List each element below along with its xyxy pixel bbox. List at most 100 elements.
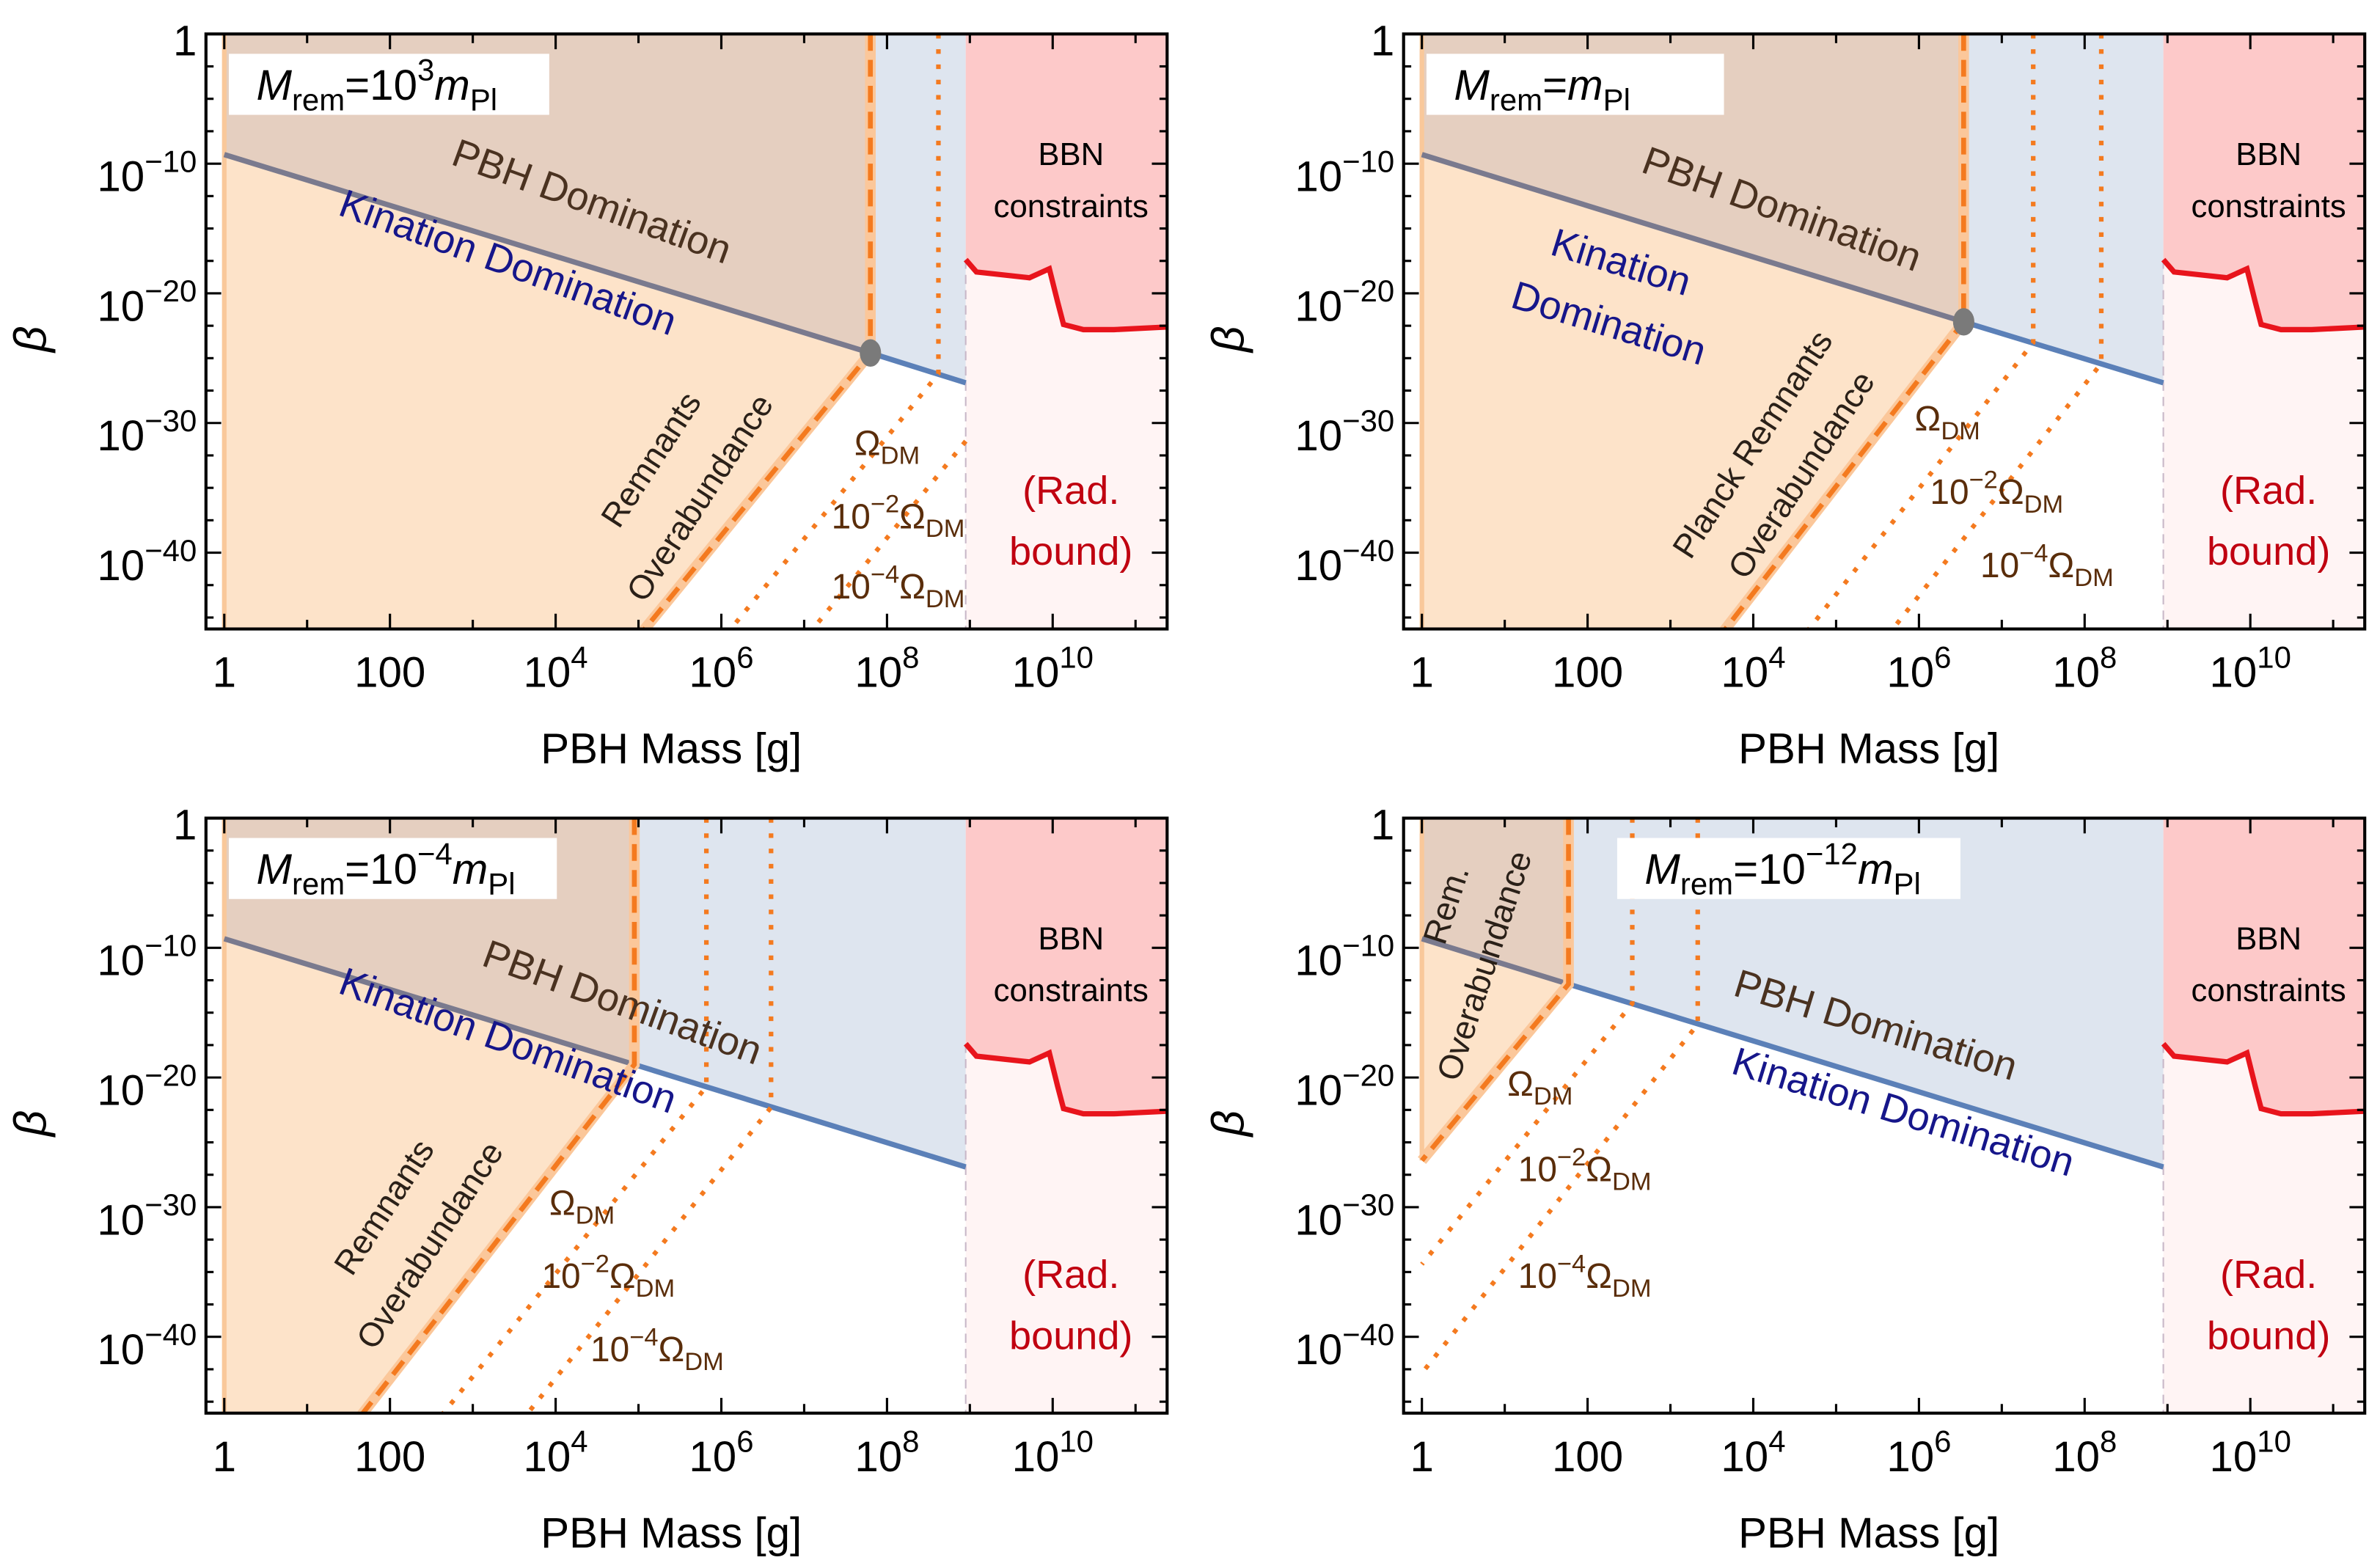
y-tick-label: 1: [173, 802, 197, 849]
remnant-mass-label-part: m: [434, 62, 470, 109]
y-tick-label: 1: [173, 17, 197, 65]
y-tick-label-part: 10: [1295, 1067, 1342, 1115]
y-tick-label-part: 10: [1295, 937, 1342, 985]
remnant-mass-label-part: Pl: [488, 867, 515, 901]
dm-fraction-label: 10−4ΩDM: [590, 1323, 724, 1375]
dm-fraction-label-part: −2: [1557, 1143, 1586, 1171]
dm-fraction-label-part: 10: [832, 568, 871, 607]
kination-boundary-line: [633, 1061, 967, 1170]
dm-fraction-label: 10−4ΩDM: [1518, 1250, 1652, 1303]
x-tick-label: 1: [213, 649, 236, 697]
rad-bound-label: (Rad.: [2220, 469, 2317, 513]
y-tick-label-part: 10: [1295, 412, 1342, 460]
dm-fraction-label-part: DM: [1612, 1168, 1652, 1196]
dm-fraction-label-part: Ω: [658, 1330, 684, 1369]
y-tick-label-part: −10: [1342, 929, 1394, 963]
x-tick-label-part: 10: [524, 1433, 571, 1481]
radiation-bound-region: [965, 1044, 1168, 1413]
y-axis-label: β: [1203, 326, 1253, 354]
bbn-label: BBN: [2236, 920, 2302, 956]
x-tick-label: 108: [854, 640, 919, 696]
y-tick-label-part: 10: [97, 1196, 144, 1244]
y-axis-label: β: [5, 326, 56, 354]
bbn-excluded-region: [965, 34, 1168, 330]
x-tick-label: 1010: [1012, 1424, 1094, 1481]
y-tick-label-part: 10: [1295, 1326, 1342, 1374]
y-tick-label-part: 10: [1295, 542, 1342, 590]
dm-fraction-label-part: Ω: [1586, 1257, 1612, 1296]
rad-bound-label: bound): [1009, 1314, 1132, 1358]
y-tick-label-part: 1: [1371, 17, 1394, 65]
x-tick-label: 104: [524, 640, 588, 696]
x-tick-label-part: 10: [2257, 1424, 2291, 1459]
x-tick-label: 104: [524, 1424, 588, 1481]
x-tick-label-part: 10: [1059, 640, 1094, 674]
x-tick-label-part: 8: [902, 640, 919, 674]
dm-fraction-label-part: DM: [1941, 417, 1980, 445]
y-tick-label: 10−10: [1295, 929, 1394, 985]
dm-fraction-label-part: Ω: [609, 1257, 636, 1296]
remnant-mass-label-part: =: [1542, 62, 1567, 109]
y-tick-label-part: 10: [97, 542, 144, 590]
remnant-mass-label-part: M: [1644, 846, 1680, 893]
x-tick-label-part: 10: [1012, 649, 1060, 697]
remnant-mass-label-part: −4: [417, 837, 453, 871]
dm-fraction-label-part: −2: [581, 1250, 609, 1278]
y-axis-label: β: [5, 1110, 56, 1138]
pbh-domination-allowed-region: [634, 818, 966, 1168]
x-tick-label-part: 6: [736, 1424, 753, 1459]
rad-bound-label: bound): [1009, 530, 1132, 574]
y-tick-label-part: −30: [144, 1187, 197, 1222]
remnant-mass-label-part: =10: [1733, 846, 1806, 893]
dm-fraction-label-part: −2: [1969, 466, 1998, 494]
x-tick-label-part: 10: [1886, 649, 1934, 697]
dm-fraction-label-part: Ω: [899, 568, 926, 607]
x-tick-label: 1: [213, 1433, 236, 1481]
x-tick-label-part: 10: [2052, 1433, 2100, 1481]
dm-fraction-label-part: Ω: [899, 497, 926, 536]
pbh-domination-allowed-region: [870, 34, 966, 383]
remnant-mass-label: Mrem=10−12mPl: [1644, 837, 1920, 901]
pbh-domination-region: [1421, 818, 1569, 984]
x-tick-label: 1010: [2209, 640, 2291, 696]
dm-fraction-label-part: DM: [926, 515, 965, 543]
mass-label-box: [1616, 838, 1960, 899]
y-tick-label-part: −20: [144, 274, 197, 308]
x-tick-label: 106: [1886, 1424, 1951, 1481]
bbn-constraint-curve: [2161, 257, 2365, 333]
y-tick-label-part: −20: [1342, 274, 1394, 308]
radiation-bound-region: [2163, 1044, 2365, 1413]
dm-fraction-label-part: DM: [881, 442, 920, 469]
remnant-mass-label-part: rem: [292, 867, 345, 901]
x-tick-label-part: 100: [1552, 649, 1623, 697]
dm-fraction-label: ΩDM: [1915, 400, 1980, 445]
x-tick-label: 1010: [1012, 640, 1094, 696]
plot-frame: [204, 816, 1169, 1415]
x-tick-label-part: 10: [1059, 1424, 1094, 1459]
y-tick-label-part: 1: [173, 17, 197, 65]
dm-fraction-label-part: −4: [2019, 539, 2048, 567]
dm-fraction-label-part: DM: [684, 1348, 724, 1376]
y-tick-label-part: 10: [1295, 1196, 1342, 1244]
kination-boundary-line: [223, 152, 871, 356]
dm-fraction-label: 10−4ΩDM: [1980, 539, 2114, 591]
bbn-constraints-label: constraints: [994, 188, 1149, 224]
y-tick-label: 10−40: [97, 533, 197, 590]
x-tick-label-part: 10: [2257, 640, 2291, 674]
remnant-mass-label-part: m: [453, 846, 488, 893]
x-tick-label: 104: [1721, 640, 1785, 696]
bbn-excluded-region: [2163, 818, 2365, 1114]
x-tick-label-part: 100: [1552, 1433, 1623, 1481]
dm-fraction-label-part: DM: [2024, 491, 2064, 519]
remnant-mass-label-part: =10: [345, 846, 417, 893]
x-tick-label: 1: [1410, 649, 1433, 697]
dm-fraction-label: 10−2ΩDM: [1518, 1143, 1652, 1195]
remnant-mass-label: Mrem=10−4mPl: [256, 837, 515, 901]
x-tick-label: 100: [1552, 1433, 1623, 1481]
bbn-excluded-region: [2163, 34, 2365, 330]
y-tick-label: 10−20: [97, 274, 197, 330]
dm-fraction-label-part: Ω: [2048, 546, 2074, 585]
x-tick-label-part: 10: [2209, 649, 2257, 697]
